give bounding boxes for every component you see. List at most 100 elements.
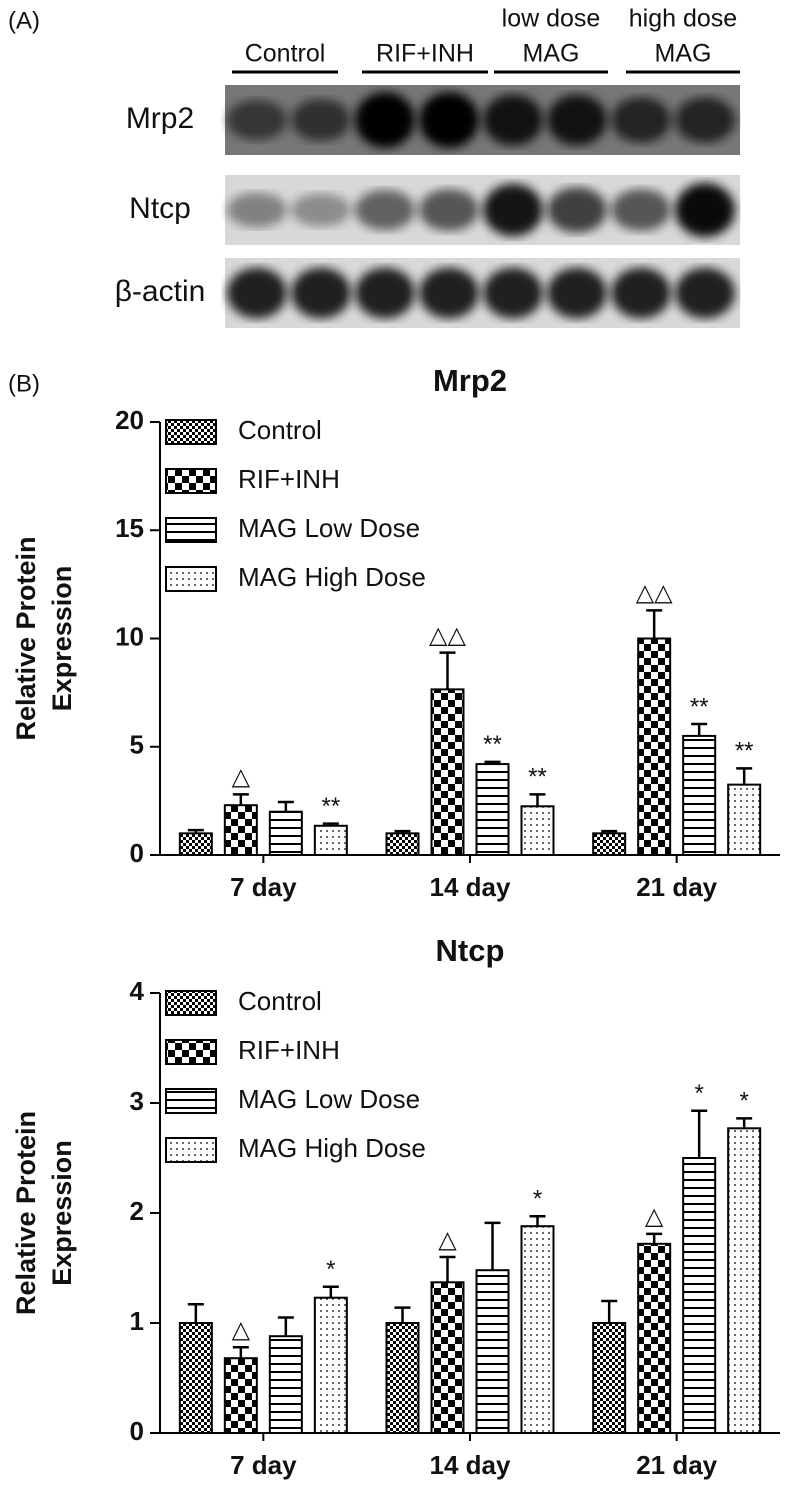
legend-label: Control xyxy=(238,415,322,445)
y-tick-label: 3 xyxy=(130,1086,144,1116)
bar xyxy=(178,1322,213,1434)
group-label: RIF+INH xyxy=(376,40,474,68)
error-bar xyxy=(529,1215,546,1227)
band xyxy=(419,189,479,231)
chart: Mrp2 Relative Protein Expression 0 5 10 15 20 7 … xyxy=(11,363,780,902)
bar xyxy=(385,832,420,856)
significance-mark: △△ xyxy=(429,622,466,649)
row-label: Mrp2 xyxy=(126,102,194,135)
group-label: Control xyxy=(245,40,326,68)
bar xyxy=(313,824,348,857)
bar xyxy=(223,804,258,857)
error-bar xyxy=(277,1316,294,1337)
bar xyxy=(637,637,672,856)
error-bar xyxy=(187,1303,204,1323)
band xyxy=(547,94,607,146)
y-tick-label: 10 xyxy=(115,621,144,651)
band xyxy=(355,189,415,231)
x-tick-label: 7 day xyxy=(230,1450,297,1480)
chart-title: Ntcp xyxy=(436,933,505,968)
group-label: low dose xyxy=(502,5,601,33)
y-tick-label: 4 xyxy=(130,976,145,1006)
panel-label: (B) xyxy=(8,370,40,397)
legend-swatch xyxy=(165,517,217,543)
band xyxy=(227,267,287,319)
error-bar xyxy=(187,828,204,834)
bar xyxy=(520,1225,555,1434)
significance-mark: △△ xyxy=(636,580,673,607)
significance-mark: △ xyxy=(438,1226,457,1253)
bar xyxy=(592,832,627,856)
y-axis-label: Relative Protein xyxy=(11,1111,41,1315)
significance-mark: ** xyxy=(528,764,547,791)
band xyxy=(227,99,287,141)
error-bar xyxy=(484,760,501,765)
band xyxy=(483,94,543,146)
significance-mark: * xyxy=(326,1256,335,1283)
error-bar xyxy=(439,1255,456,1283)
error-bar xyxy=(232,793,249,806)
legend-swatch xyxy=(165,990,217,1016)
error-bar xyxy=(277,800,294,812)
error-bar xyxy=(646,1232,663,1244)
bar xyxy=(223,1357,258,1434)
y-tick-label: 0 xyxy=(130,1416,144,1446)
bar xyxy=(475,763,510,857)
y-tick-label: 0 xyxy=(130,838,144,868)
western-blot: Control RIF+INH low dose MAG high dose MAG Mrp… xyxy=(115,5,740,328)
group-label: MAG xyxy=(655,40,712,68)
bar xyxy=(313,1296,348,1434)
band xyxy=(291,193,351,227)
band xyxy=(483,267,543,319)
band xyxy=(291,267,351,319)
group-label: MAG xyxy=(523,40,580,68)
bar xyxy=(268,1335,303,1434)
band xyxy=(611,97,671,143)
x-tick-label: 7 day xyxy=(230,872,297,902)
band xyxy=(227,192,287,228)
x-tick-label: 21 day xyxy=(636,1450,717,1480)
legend-label: MAG Low Dose xyxy=(238,1084,420,1114)
band xyxy=(355,92,415,148)
legend-label: MAG High Dose xyxy=(238,562,426,592)
error-bar xyxy=(439,651,456,690)
significance-mark: △ xyxy=(645,1203,664,1230)
y-axis-label: Expression xyxy=(47,566,77,712)
error-bar xyxy=(529,793,546,807)
chart: Ntcp Relative Protein Expression 0 1 2 3 4 7 day… xyxy=(11,933,780,1480)
error-bar xyxy=(646,609,663,639)
band xyxy=(547,187,607,233)
x-tick-label: 14 day xyxy=(430,872,511,902)
y-tick-label: 20 xyxy=(115,405,144,435)
bar xyxy=(592,1322,627,1434)
group-label: high dose xyxy=(629,5,737,33)
significance-mark: * xyxy=(533,1186,542,1213)
x-tick-label: 14 day xyxy=(430,1450,511,1480)
band xyxy=(355,267,415,319)
significance-mark: ** xyxy=(321,793,340,820)
y-tick-label: 1 xyxy=(130,1306,144,1336)
row-label: Ntcp xyxy=(129,192,191,225)
row-label: β-actin xyxy=(115,275,206,308)
y-tick-label: 5 xyxy=(130,730,144,760)
legend-label: Control xyxy=(238,986,322,1016)
legend-swatch xyxy=(165,1039,217,1065)
bar xyxy=(385,1322,420,1434)
bar xyxy=(430,688,465,856)
significance-mark: ** xyxy=(735,738,754,765)
significance-mark: * xyxy=(694,1080,703,1107)
legend-swatch xyxy=(165,468,217,494)
legend-label: RIF+INH xyxy=(238,464,340,494)
x-tick-label: 21 day xyxy=(636,872,717,902)
legend-swatch xyxy=(165,1137,217,1163)
band xyxy=(547,267,607,319)
bar xyxy=(682,734,717,856)
band xyxy=(483,183,543,237)
bar xyxy=(178,832,213,856)
error-bar xyxy=(691,1109,708,1158)
bar xyxy=(682,1157,717,1434)
significance-mark: △ xyxy=(232,764,251,791)
error-bar xyxy=(691,722,708,736)
significance-mark: ** xyxy=(483,731,502,758)
band xyxy=(675,267,735,319)
